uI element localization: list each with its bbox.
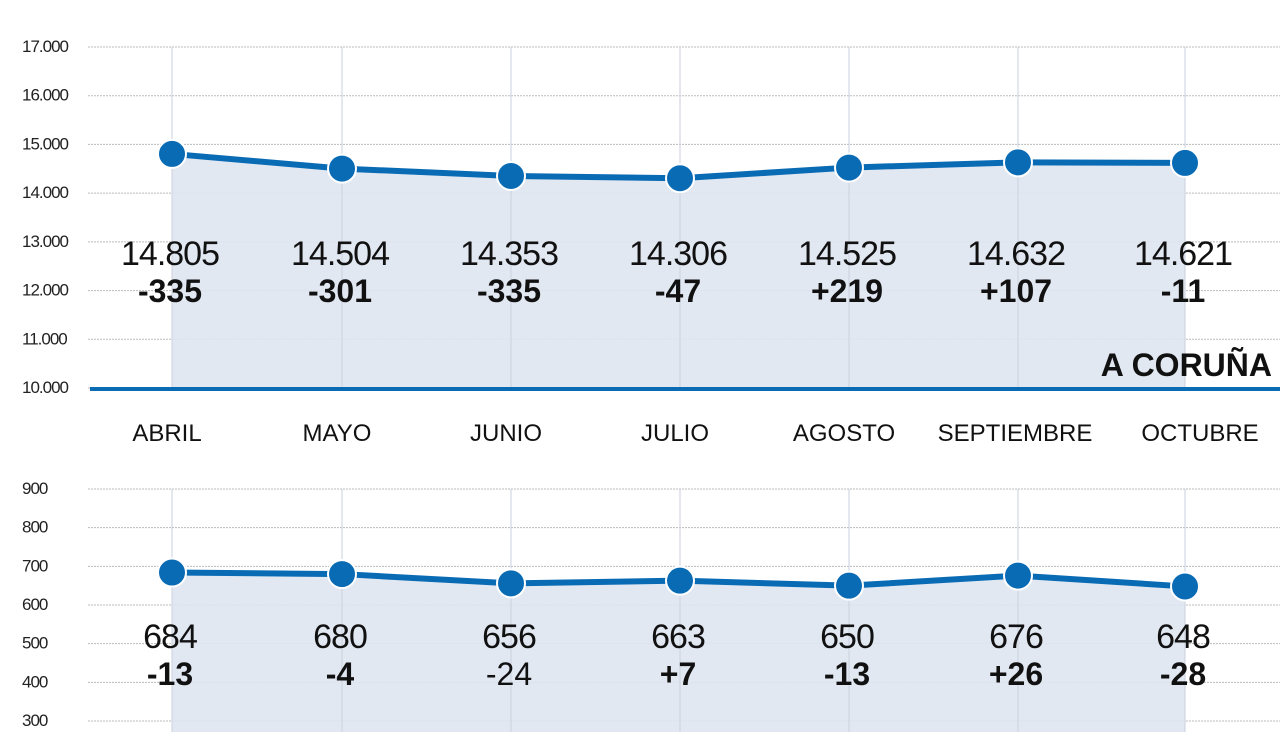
value-label: 680 <box>313 618 367 656</box>
change-label: +219 <box>811 273 883 309</box>
change-label: -335 <box>477 273 541 309</box>
change-label: -11 <box>1161 273 1205 309</box>
month-label: JUNIO <box>470 420 542 447</box>
y-tick-label: 500 <box>22 634 48 653</box>
change-label: +26 <box>989 656 1043 692</box>
data-point <box>157 138 187 169</box>
area-fill <box>172 572 1185 732</box>
y-tick-label: 800 <box>22 518 48 537</box>
value-label: 14.805 <box>121 235 219 273</box>
y-tick-label: 900 <box>22 479 48 498</box>
y-tick-label: 16.000 <box>22 86 69 105</box>
value-label: 14.353 <box>460 235 558 273</box>
y-tick-label: 600 <box>22 595 48 614</box>
change-label: +7 <box>660 656 696 692</box>
area-fill <box>172 153 1185 388</box>
month-label: SEPTIEMBRE <box>938 420 1093 447</box>
y-tick-label: 15.000 <box>22 134 69 153</box>
value-label: 14.632 <box>967 235 1065 273</box>
data-point <box>327 153 357 184</box>
value-label: 648 <box>1156 618 1210 656</box>
change-label: -301 <box>308 273 372 309</box>
value-label: 14.504 <box>291 235 389 273</box>
y-tick-label: 11.000 <box>22 329 67 348</box>
value-label: 14.306 <box>629 235 727 273</box>
y-tick-label: 10.000 <box>22 378 69 397</box>
data-point <box>665 565 695 596</box>
y-tick-label: 14.000 <box>22 183 69 202</box>
change-label: +107 <box>980 273 1052 309</box>
month-label: JULIO <box>641 420 709 447</box>
change-label: -28 <box>1160 656 1206 692</box>
change-label: -13 <box>147 656 193 692</box>
month-label: AGOSTO <box>793 420 895 447</box>
value-label: 14.621 <box>1134 235 1232 273</box>
data-point <box>157 557 187 588</box>
month-label: OCTUBRE <box>1141 420 1258 447</box>
y-tick-label: 12.000 <box>22 281 69 300</box>
y-tick-label: 17.000 <box>22 37 69 56</box>
change-label: -24 <box>486 656 532 692</box>
data-point <box>496 160 526 191</box>
y-tick-label: 700 <box>22 556 48 575</box>
value-label: 676 <box>989 618 1043 656</box>
change-label: -335 <box>138 273 202 309</box>
month-label: MAYO <box>303 420 372 447</box>
change-label: -4 <box>326 656 355 692</box>
region-label: A CORUÑA <box>1101 347 1272 383</box>
value-label: 14.525 <box>798 235 896 273</box>
change-label: -47 <box>655 273 701 309</box>
month-label: ABRIL <box>132 420 201 447</box>
data-point <box>1003 560 1033 591</box>
value-label: 684 <box>143 618 197 656</box>
data-point <box>327 559 357 590</box>
value-label: 650 <box>820 618 874 656</box>
data-point <box>1003 147 1033 178</box>
y-tick-label: 400 <box>22 672 48 691</box>
y-tick-label: 13.000 <box>22 232 69 251</box>
y-tick-label: 300 <box>22 711 48 730</box>
value-label: 663 <box>651 618 705 656</box>
value-label: 656 <box>482 618 536 656</box>
data-point <box>834 570 864 601</box>
data-point <box>665 163 695 194</box>
change-label: -13 <box>824 656 870 692</box>
data-point <box>834 152 864 183</box>
data-point <box>496 568 526 599</box>
data-point <box>1170 147 1200 178</box>
data-point <box>1170 571 1200 602</box>
